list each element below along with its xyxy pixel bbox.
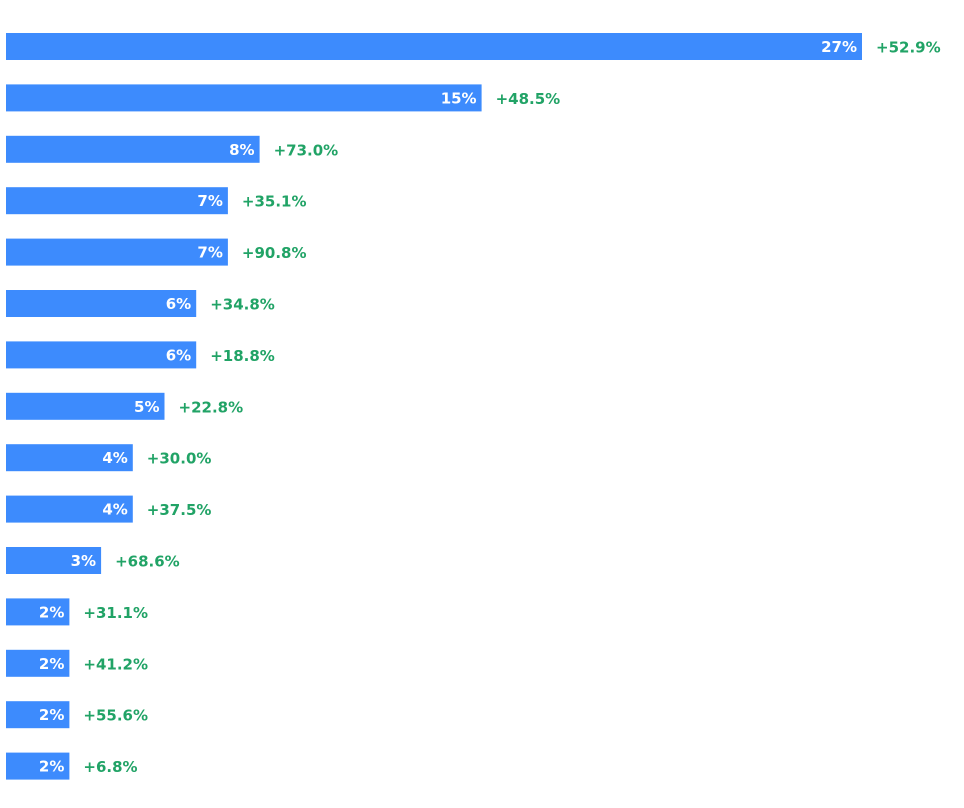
change-label: +73.0% bbox=[274, 141, 339, 159]
bar bbox=[6, 495, 133, 523]
change-label: +68.6% bbox=[115, 553, 180, 571]
bar bbox=[6, 701, 70, 729]
bar-value-label: 6% bbox=[166, 295, 191, 313]
bar bbox=[6, 598, 70, 626]
bar bbox=[6, 752, 70, 780]
change-label: +52.9% bbox=[876, 39, 941, 57]
bar-value-label: 15% bbox=[441, 89, 477, 107]
bar-value-label: 2% bbox=[39, 758, 64, 776]
change-label: +18.8% bbox=[210, 347, 275, 365]
change-label: +30.0% bbox=[147, 450, 212, 468]
bar-value-label: 7% bbox=[197, 244, 222, 262]
change-label: +48.5% bbox=[496, 90, 561, 108]
change-label: +34.8% bbox=[210, 296, 275, 314]
bar-value-label: 4% bbox=[102, 501, 127, 519]
bar-value-label: 2% bbox=[39, 706, 64, 724]
change-label: +35.1% bbox=[242, 193, 307, 211]
bar bbox=[6, 547, 102, 574]
change-label: +41.2% bbox=[83, 655, 148, 673]
bar bbox=[6, 238, 228, 266]
bar bbox=[6, 392, 165, 420]
change-label: +90.8% bbox=[242, 244, 307, 262]
bar-value-label: 6% bbox=[166, 346, 191, 364]
bar-value-label: 2% bbox=[39, 655, 64, 673]
change-label: +6.8% bbox=[83, 758, 137, 776]
bar bbox=[6, 84, 482, 112]
bar-value-label: 27% bbox=[821, 38, 857, 56]
bar bbox=[6, 444, 133, 472]
change-label: +37.5% bbox=[147, 501, 212, 519]
bar-value-label: 4% bbox=[102, 449, 127, 467]
bar-value-label: 3% bbox=[71, 552, 96, 570]
bar-value-label: 8% bbox=[229, 141, 254, 159]
bar bbox=[6, 33, 862, 60]
bar-value-label: 7% bbox=[197, 192, 222, 210]
bar bbox=[6, 649, 70, 677]
change-label: +55.6% bbox=[83, 707, 148, 725]
bar bbox=[6, 341, 197, 369]
bar bbox=[6, 135, 260, 163]
change-label: +22.8% bbox=[179, 398, 244, 416]
bar-value-label: 5% bbox=[134, 398, 159, 416]
change-label: +31.1% bbox=[83, 604, 148, 622]
bar bbox=[6, 290, 197, 317]
bar-value-label: 2% bbox=[39, 603, 64, 621]
bar bbox=[6, 187, 228, 215]
